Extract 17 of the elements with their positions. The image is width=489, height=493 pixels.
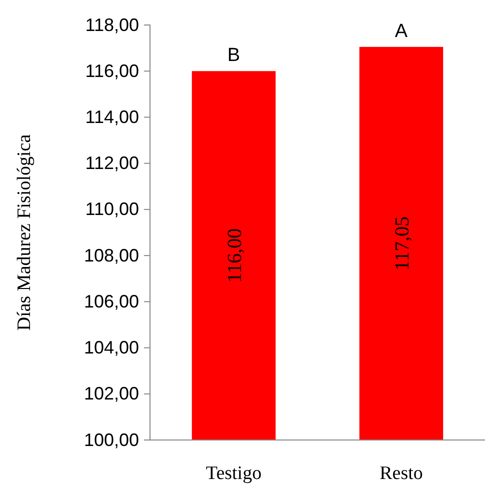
y-tick-label: 104,00: [84, 338, 139, 358]
y-tick-label: 108,00: [84, 245, 139, 266]
y-tick-label: 114,00: [85, 106, 139, 127]
y-tick-label: 106,00: [84, 291, 139, 312]
annotation: A: [394, 20, 408, 42]
x-tick-label: Resto: [380, 463, 423, 484]
annotation: B: [227, 45, 240, 66]
data-label: 116,00: [224, 228, 246, 283]
y-tick-label: 102,00: [84, 384, 139, 404]
y-tick-label: 110,00: [85, 199, 139, 220]
data-label: 117,05: [391, 216, 414, 271]
y-axis-title: Días Madurez Fisiológica: [14, 134, 35, 331]
y-tick-label: 118,00: [85, 14, 139, 35]
y-tick-label: 116,00: [85, 60, 139, 81]
y-tick-label: 100,00: [84, 430, 139, 450]
x-tick-label: Testigo: [206, 463, 262, 484]
y-tick-label: 112,00: [85, 153, 139, 174]
